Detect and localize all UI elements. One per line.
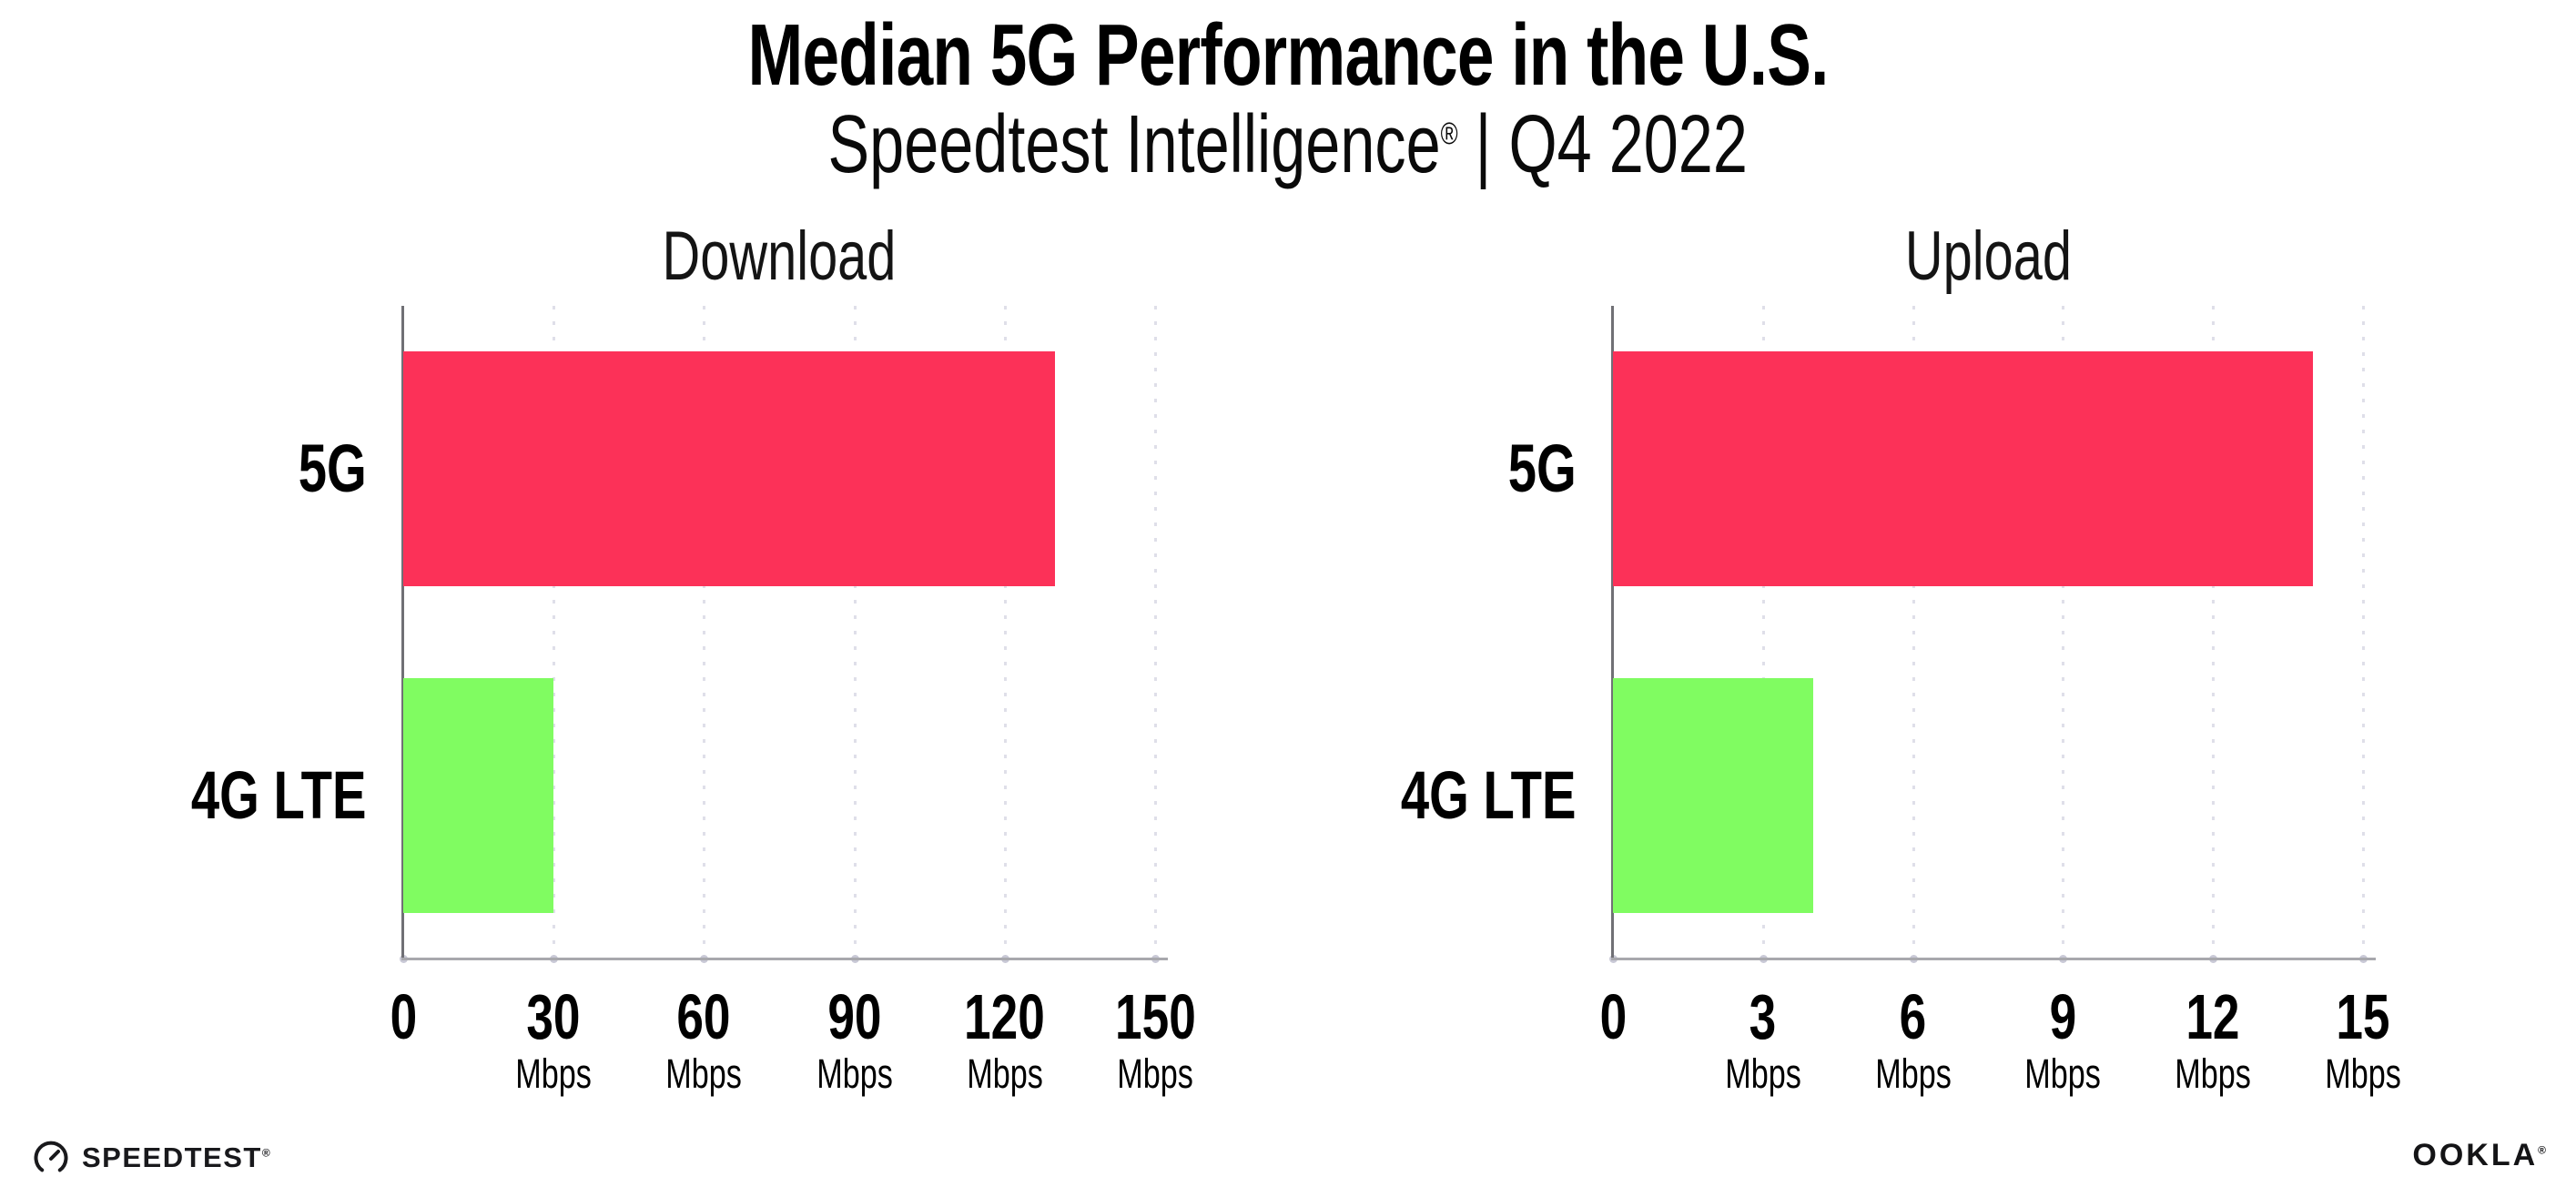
category-label: 5G bbox=[0, 435, 367, 502]
x-tick: 15 Mbps bbox=[2263, 984, 2463, 1097]
gridline bbox=[1761, 306, 1765, 959]
ookla-registered-mark: ® bbox=[2538, 1143, 2549, 1157]
category-label-text: 5G bbox=[1507, 431, 1577, 506]
category-label-text: 4G LTE bbox=[1401, 757, 1577, 833]
category-label-text: 4G LTE bbox=[191, 757, 367, 833]
speedtest-wordmark-text: SPEEDTEST bbox=[82, 1141, 262, 1173]
x-tick-value: 9 bbox=[2049, 981, 2077, 1052]
x-tick-value: 0 bbox=[1599, 981, 1627, 1052]
page-title-text: Median 5G Performance in the U.S. bbox=[747, 6, 1829, 104]
bar-4g-lte bbox=[403, 678, 554, 913]
subtitle-period: Q4 2022 bbox=[1508, 99, 1749, 190]
x-tick-value: 30 bbox=[526, 981, 581, 1052]
bar-5g bbox=[1613, 351, 2314, 586]
speedtest-registered-mark: ® bbox=[261, 1146, 272, 1160]
bar-5g bbox=[403, 351, 1055, 586]
ookla-logo: OOKLA® bbox=[2412, 1138, 2549, 1173]
ookla-wordmark-text: OOKLA bbox=[2412, 1138, 2539, 1172]
subtitle-separator: | bbox=[1475, 99, 1492, 190]
gridline bbox=[553, 306, 556, 959]
page-subtitle: Speedtest Intelligence® | Q4 2022 bbox=[0, 98, 2576, 192]
x-tick: 6 Mbps bbox=[1813, 984, 2013, 1097]
x-tick: 90 Mbps bbox=[755, 984, 955, 1097]
x-tick-value: 15 bbox=[2336, 981, 2390, 1052]
x-tick: 60 Mbps bbox=[603, 984, 804, 1097]
x-tick: 0 bbox=[303, 984, 503, 1050]
category-label: 4G LTE bbox=[1194, 762, 1577, 829]
category-label: 5G bbox=[1194, 435, 1577, 502]
chart-title-download: Download bbox=[203, 217, 1355, 296]
x-tick-unit: Mbps bbox=[966, 1050, 1043, 1097]
x-tick-unit: Mbps bbox=[2175, 1050, 2251, 1097]
gauge-icon bbox=[34, 1141, 68, 1172]
page-subtitle-text: Speedtest Intelligence® | Q4 2022 bbox=[828, 98, 1748, 192]
page-title: Median 5G Performance in the U.S. bbox=[0, 5, 2576, 106]
category-label: 4G LTE bbox=[0, 762, 367, 829]
chart-title-text: Upload bbox=[1904, 218, 2072, 295]
x-tick-unit: Mbps bbox=[816, 1050, 893, 1097]
gridline bbox=[1003, 306, 1007, 959]
x-tick-value: 0 bbox=[390, 981, 417, 1052]
x-tick-unit: Mbps bbox=[1117, 1050, 1193, 1097]
x-tick-value: 90 bbox=[827, 981, 882, 1052]
x-axis-line bbox=[401, 958, 1168, 960]
subtitle-brand: Speedtest Intelligence bbox=[827, 99, 1441, 190]
x-tick-value: 150 bbox=[1114, 981, 1196, 1052]
y-axis-line bbox=[1611, 306, 1614, 960]
x-tick: 0 bbox=[1513, 984, 1713, 1050]
x-tick-value: 6 bbox=[1899, 981, 1927, 1052]
gridline bbox=[1912, 306, 1915, 959]
x-tick-unit: Mbps bbox=[1874, 1050, 1952, 1097]
x-tick-unit: Mbps bbox=[2325, 1050, 2401, 1097]
gridline bbox=[703, 306, 706, 959]
x-axis-line bbox=[1611, 958, 2376, 960]
x-tick-value: 3 bbox=[1749, 981, 1777, 1052]
gridline bbox=[2212, 306, 2216, 959]
category-label-text: 5G bbox=[298, 431, 367, 506]
speedtest-wordmark: SPEEDTEST® bbox=[82, 1141, 271, 1174]
ookla-wordmark: OOKLA® bbox=[2412, 1138, 2549, 1172]
x-tick-value: 120 bbox=[964, 981, 1046, 1052]
x-tick-unit: Mbps bbox=[515, 1050, 592, 1097]
x-tick: 9 Mbps bbox=[1962, 984, 2163, 1097]
chart-title-text: Download bbox=[662, 218, 897, 295]
x-tick-unit: Mbps bbox=[1724, 1050, 1801, 1097]
x-tick: 30 Mbps bbox=[453, 984, 654, 1097]
gridline bbox=[853, 306, 857, 959]
x-tick: 150 Mbps bbox=[1055, 984, 1255, 1097]
chart-title-upload: Upload bbox=[1413, 217, 2563, 296]
bar-4g-lte bbox=[1613, 678, 1813, 913]
registered-mark: ® bbox=[1440, 117, 1458, 151]
gridline bbox=[2362, 306, 2365, 959]
x-tick: 12 Mbps bbox=[2113, 984, 2313, 1097]
x-tick-unit: Mbps bbox=[2024, 1050, 2102, 1097]
y-axis-line bbox=[401, 306, 404, 960]
speedtest-logo: SPEEDTEST® bbox=[33, 1140, 271, 1176]
x-tick-value: 12 bbox=[2186, 981, 2240, 1052]
x-tick-unit: Mbps bbox=[665, 1050, 743, 1097]
x-tick-value: 60 bbox=[676, 981, 731, 1052]
x-tick: 120 Mbps bbox=[905, 984, 1105, 1097]
gridline bbox=[1154, 306, 1157, 959]
x-tick: 3 Mbps bbox=[1663, 984, 1863, 1097]
gridline bbox=[2062, 306, 2065, 959]
